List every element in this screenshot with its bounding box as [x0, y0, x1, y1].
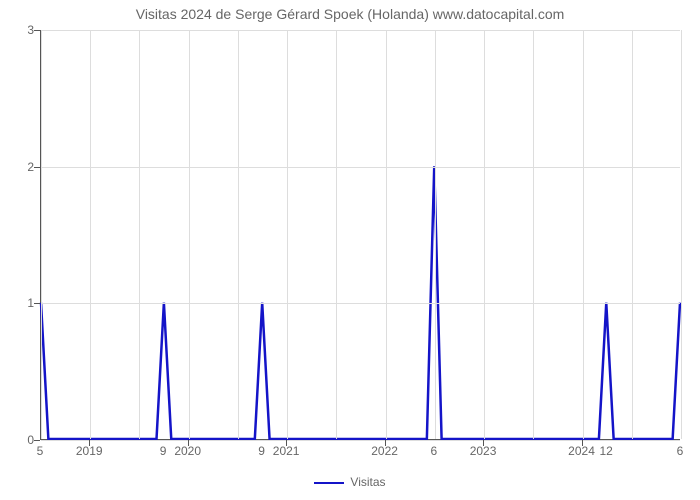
x-tick-mark	[188, 440, 189, 446]
value-label: 12	[599, 444, 612, 458]
legend: Visitas	[0, 475, 700, 489]
value-label: 5	[37, 444, 44, 458]
x-tick-mark	[286, 440, 287, 446]
x-tick-label: 2019	[76, 444, 103, 458]
plot-area	[40, 30, 680, 440]
grid-v	[435, 30, 436, 439]
x-tick-mark	[385, 440, 386, 446]
grid-h	[41, 167, 680, 168]
y-tick-label: 3	[4, 23, 34, 37]
grid-v	[139, 30, 140, 439]
grid-v	[90, 30, 91, 439]
x-tick-label: 2023	[470, 444, 497, 458]
line-series	[41, 30, 680, 439]
grid-v	[681, 30, 682, 439]
y-tick-mark	[34, 30, 40, 31]
grid-v	[533, 30, 534, 439]
x-tick-label: 2022	[371, 444, 398, 458]
x-tick-mark	[582, 440, 583, 446]
y-tick-label: 0	[4, 433, 34, 447]
grid-v	[484, 30, 485, 439]
value-label: 6	[677, 444, 684, 458]
grid-v	[287, 30, 288, 439]
grid-h	[41, 440, 680, 441]
y-tick-mark	[34, 303, 40, 304]
y-tick-mark	[34, 167, 40, 168]
x-tick-mark	[89, 440, 90, 446]
legend-line-icon	[314, 482, 344, 484]
grid-h	[41, 30, 680, 31]
value-label: 6	[431, 444, 438, 458]
value-label: 9	[258, 444, 265, 458]
x-tick-mark	[483, 440, 484, 446]
y-tick-label: 1	[4, 296, 34, 310]
grid-v	[386, 30, 387, 439]
x-tick-label: 2024	[568, 444, 595, 458]
x-tick-label: 2020	[174, 444, 201, 458]
grid-h	[41, 303, 680, 304]
grid-v	[583, 30, 584, 439]
grid-v	[41, 30, 42, 439]
chart-title: Visitas 2024 de Serge Gérard Spoek (Hola…	[0, 6, 700, 22]
x-tick-label: 2021	[273, 444, 300, 458]
value-label: 9	[160, 444, 167, 458]
y-tick-label: 2	[4, 160, 34, 174]
grid-v	[238, 30, 239, 439]
legend-label: Visitas	[350, 475, 385, 489]
grid-v	[336, 30, 337, 439]
grid-v	[632, 30, 633, 439]
y-tick-mark	[34, 440, 40, 441]
grid-v	[189, 30, 190, 439]
